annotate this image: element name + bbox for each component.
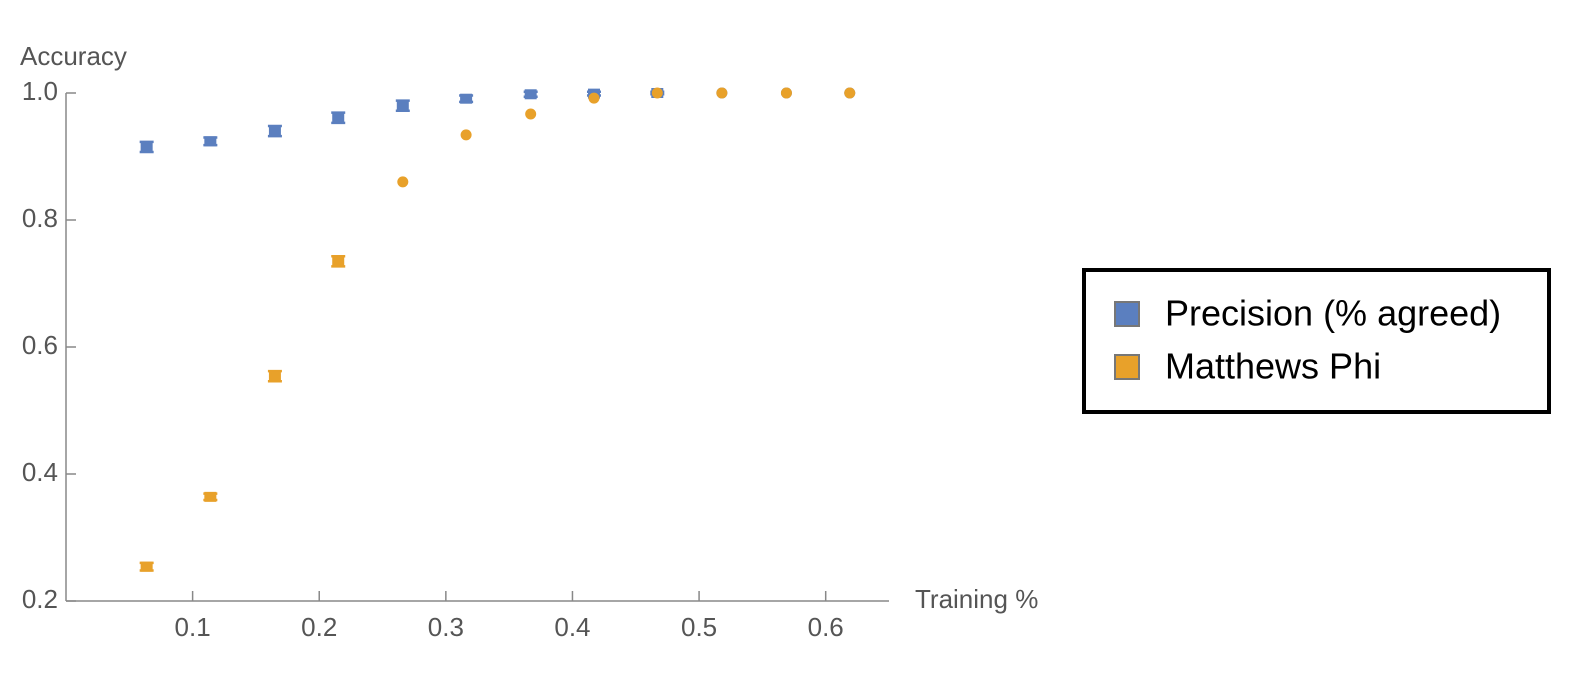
- legend-label: Precision (% agreed): [1165, 293, 1501, 334]
- point: [397, 176, 409, 188]
- y-tick-label: 1.0: [22, 76, 58, 106]
- point: [651, 87, 663, 99]
- x-tick-label: 0.3: [428, 612, 464, 642]
- legend-swatch: [1114, 301, 1140, 327]
- point: [460, 93, 473, 104]
- point: [332, 112, 345, 123]
- point: [332, 256, 345, 267]
- y-axis-label: Accuracy: [20, 41, 127, 71]
- point: [268, 371, 281, 382]
- point: [268, 126, 281, 137]
- y-tick-label: 0.8: [22, 203, 58, 233]
- point: [140, 561, 153, 572]
- point: [204, 136, 217, 147]
- point: [204, 491, 217, 502]
- point: [525, 108, 537, 120]
- x-axis-label: Training %: [915, 584, 1038, 614]
- legend: Precision (% agreed) Matthews Phi: [1082, 268, 1551, 414]
- x-tick-label: 0.6: [808, 612, 844, 642]
- point: [844, 87, 856, 99]
- point: [588, 92, 600, 104]
- legend-swatch: [1114, 354, 1140, 380]
- point: [716, 87, 728, 99]
- x-tick-label: 0.5: [681, 612, 717, 642]
- y-tick-label: 0.6: [22, 330, 58, 360]
- legend-box: [1082, 268, 1551, 414]
- y-tick-label: 0.4: [22, 457, 58, 487]
- point: [524, 89, 537, 100]
- x-tick-label: 0.2: [301, 612, 337, 642]
- point: [140, 141, 153, 152]
- point: [780, 87, 792, 99]
- point: [460, 129, 472, 141]
- legend-label: Matthews Phi: [1165, 346, 1381, 387]
- x-tick-label: 0.1: [175, 612, 211, 642]
- y-tick-label: 0.2: [22, 584, 58, 614]
- point: [396, 100, 409, 111]
- x-tick-label: 0.4: [554, 612, 590, 642]
